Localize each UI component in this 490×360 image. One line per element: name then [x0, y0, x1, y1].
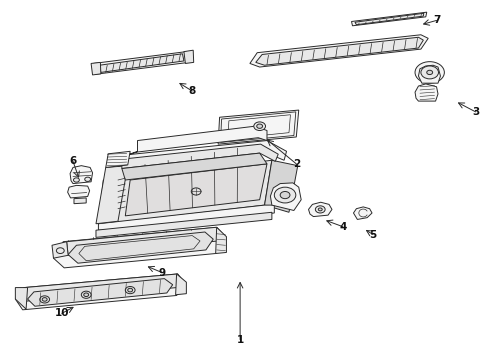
Polygon shape [99, 54, 184, 72]
Polygon shape [418, 65, 441, 83]
Polygon shape [106, 151, 130, 167]
Text: 1: 1 [237, 334, 244, 345]
Circle shape [128, 288, 133, 292]
Circle shape [415, 62, 444, 83]
Text: 9: 9 [158, 267, 166, 278]
Polygon shape [122, 153, 267, 180]
Polygon shape [52, 242, 68, 258]
Polygon shape [122, 144, 278, 168]
Polygon shape [68, 232, 213, 263]
Polygon shape [53, 227, 225, 268]
Polygon shape [70, 166, 93, 184]
Circle shape [427, 70, 433, 75]
Text: 8: 8 [189, 86, 196, 96]
Polygon shape [96, 212, 272, 237]
Polygon shape [15, 274, 185, 310]
Polygon shape [128, 126, 267, 155]
Circle shape [74, 178, 79, 182]
Polygon shape [184, 50, 194, 63]
Polygon shape [15, 288, 27, 309]
Text: 7: 7 [433, 15, 440, 26]
Circle shape [274, 187, 296, 203]
Polygon shape [250, 35, 428, 67]
Text: 4: 4 [339, 222, 346, 231]
Circle shape [257, 124, 263, 129]
Polygon shape [108, 140, 287, 167]
Polygon shape [175, 274, 186, 295]
Polygon shape [98, 205, 274, 230]
Text: 5: 5 [369, 230, 377, 239]
Polygon shape [68, 185, 90, 198]
Polygon shape [270, 183, 301, 211]
Polygon shape [96, 166, 128, 224]
Polygon shape [125, 164, 267, 216]
Text: 6: 6 [70, 156, 76, 166]
Circle shape [85, 177, 91, 181]
Polygon shape [265, 160, 298, 212]
Circle shape [421, 66, 439, 79]
Polygon shape [74, 198, 86, 204]
Text: 2: 2 [293, 159, 300, 169]
Circle shape [318, 208, 322, 211]
Text: 3: 3 [472, 107, 479, 117]
Polygon shape [98, 160, 272, 225]
Circle shape [316, 206, 325, 213]
Polygon shape [67, 227, 225, 255]
Circle shape [42, 298, 47, 301]
Polygon shape [353, 207, 372, 220]
Polygon shape [256, 37, 423, 65]
Polygon shape [355, 13, 424, 25]
Circle shape [84, 293, 89, 297]
Polygon shape [91, 62, 101, 75]
Polygon shape [94, 51, 189, 74]
Polygon shape [351, 12, 427, 26]
Text: 10: 10 [54, 309, 69, 318]
Polygon shape [216, 227, 226, 253]
Polygon shape [27, 279, 172, 306]
Polygon shape [415, 84, 438, 101]
Circle shape [254, 122, 266, 131]
Polygon shape [218, 110, 299, 144]
Circle shape [280, 192, 290, 199]
Polygon shape [309, 202, 332, 217]
Polygon shape [24, 274, 185, 301]
